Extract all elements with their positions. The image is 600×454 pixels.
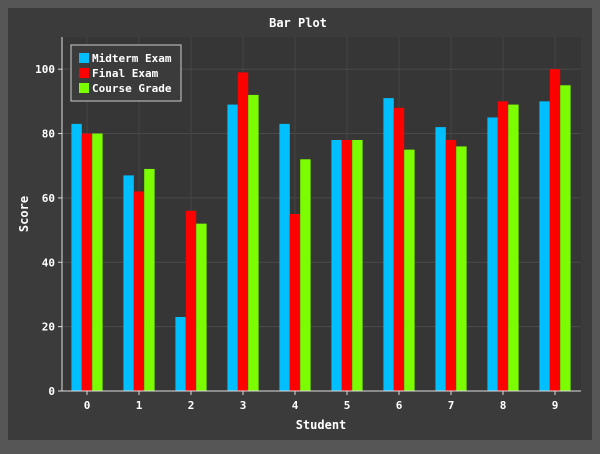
bar-midterm-exam-1 [123, 175, 134, 391]
bar-final-exam-6 [393, 107, 405, 392]
x-tick-label: 3 [240, 399, 247, 412]
bar-midterm-exam-4 [279, 123, 290, 392]
y-tick-label: 60 [42, 192, 55, 205]
bar-midterm-exam-7 [435, 127, 446, 391]
ticks: 0 20 40 60 80 100 0 1 2 3 4 5 6 7 8 9 [35, 63, 558, 412]
bars [71, 69, 571, 392]
x-tick-label: 8 [500, 399, 507, 412]
bar-course-grade-0 [92, 133, 103, 391]
x-tick-label: 6 [396, 399, 403, 412]
legend-label-course: Course Grade [92, 82, 172, 95]
bar-course-grade-6 [404, 149, 415, 391]
bar-course-grade-7 [456, 146, 467, 391]
bar-midterm-exam-5 [331, 139, 342, 391]
bar-course-grade-5 [352, 139, 363, 391]
x-tick-label: 4 [292, 399, 299, 412]
bar-final-exam-3 [237, 72, 249, 392]
legend-swatch-midterm [79, 53, 89, 63]
bar-course-grade-1 [144, 168, 155, 391]
bar-final-exam-7 [445, 139, 457, 391]
y-tick-label: 100 [35, 63, 55, 76]
bar-final-exam-2 [185, 210, 197, 391]
y-axis-label: Score [17, 196, 31, 232]
legend-swatch-final [79, 68, 89, 78]
bar-midterm-exam-6 [383, 98, 394, 392]
chart-title: Bar Plot [269, 16, 327, 30]
x-tick-label: 7 [448, 399, 455, 412]
legend-label-midterm: Midterm Exam [92, 52, 172, 65]
y-tick-label: 0 [48, 385, 55, 398]
bar-final-exam-5 [341, 139, 353, 391]
legend: Midterm Exam Final Exam Course Grade [70, 44, 182, 102]
bar-final-exam-1 [133, 191, 145, 391]
y-tick-label: 80 [42, 128, 55, 141]
bar-course-grade-2 [196, 223, 207, 391]
y-tick-label: 20 [42, 321, 55, 334]
y-tick-label: 40 [42, 256, 55, 269]
bar-midterm-exam-9 [539, 101, 550, 391]
bar-final-exam-0 [81, 133, 93, 391]
legend-swatch-course [79, 83, 89, 93]
bar-course-grade-9 [560, 85, 571, 391]
x-tick-label: 1 [136, 399, 143, 412]
bar-midterm-exam-2 [175, 316, 186, 391]
bar-course-grade-4 [300, 159, 311, 391]
x-tick-label: 0 [84, 399, 91, 412]
legend-box [70, 44, 182, 102]
x-tick-label: 2 [188, 399, 195, 412]
bar-course-grade-8 [508, 104, 519, 391]
bar-midterm-exam-0 [71, 123, 82, 392]
x-tick-label: 9 [552, 399, 559, 412]
bar-final-exam-9 [549, 69, 561, 391]
bar-midterm-exam-3 [227, 104, 238, 391]
bar-course-grade-3 [248, 94, 259, 391]
x-axis-label: Student [296, 418, 347, 432]
legend-label-final: Final Exam [92, 67, 159, 80]
bar-midterm-exam-8 [487, 117, 498, 392]
bar-final-exam-4 [289, 214, 301, 391]
bar-final-exam-8 [497, 101, 509, 391]
x-tick-label: 5 [344, 399, 351, 412]
